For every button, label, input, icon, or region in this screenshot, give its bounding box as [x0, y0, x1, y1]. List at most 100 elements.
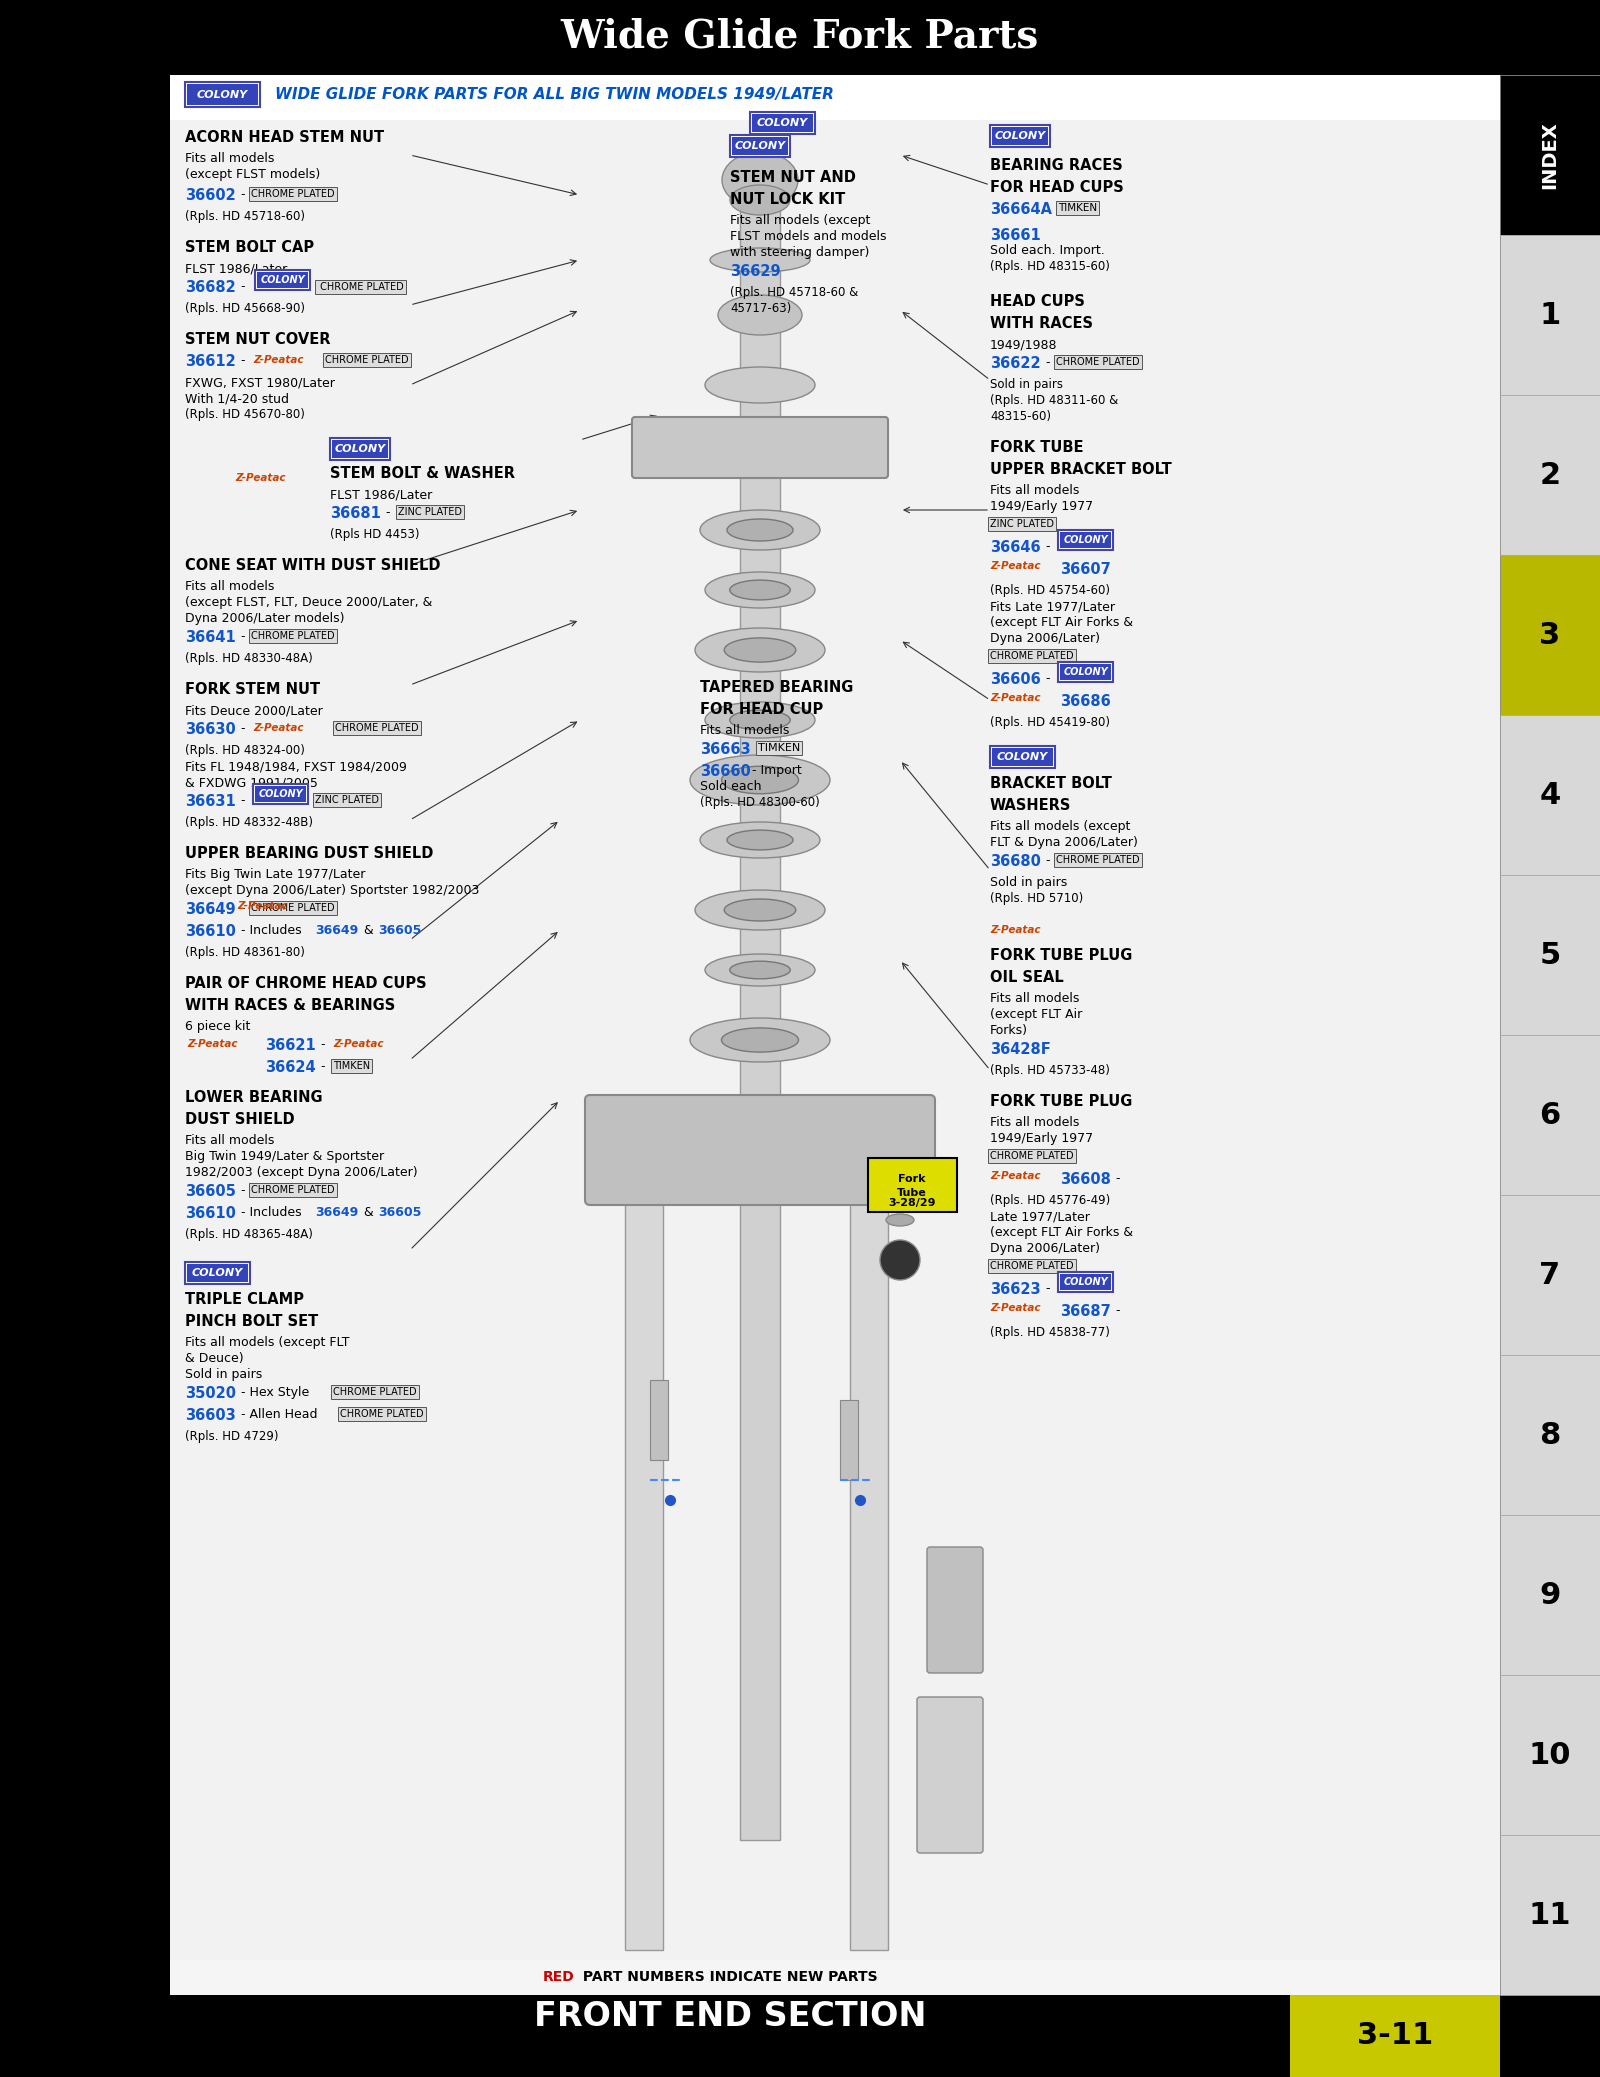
Text: 1982/2003 (except Dyna 2006/Later): 1982/2003 (except Dyna 2006/Later) [186, 1165, 418, 1180]
Text: (except FLT Air Forks &: (except FLT Air Forks & [990, 617, 1133, 629]
Text: (except FLST models): (except FLST models) [186, 168, 320, 181]
Ellipse shape [706, 571, 814, 609]
Text: 36605: 36605 [378, 924, 421, 937]
Text: -: - [1112, 1171, 1125, 1186]
FancyBboxPatch shape [750, 112, 814, 135]
Text: 36606: 36606 [990, 673, 1040, 687]
Text: -: - [1042, 540, 1054, 552]
FancyBboxPatch shape [1058, 530, 1114, 550]
Text: RED: RED [544, 1969, 574, 1984]
Text: Late 1977/Later: Late 1977/Later [990, 1211, 1090, 1223]
Text: 36630: 36630 [186, 723, 235, 737]
Text: Sold each: Sold each [701, 781, 762, 793]
FancyBboxPatch shape [333, 440, 387, 459]
Text: (except FLST, FLT, Deuce 2000/Later, &: (except FLST, FLT, Deuce 2000/Later, & [186, 596, 432, 609]
Text: (Rpls. HD 48330-48A): (Rpls. HD 48330-48A) [186, 652, 312, 665]
Text: CHROME PLATED: CHROME PLATED [990, 1151, 1074, 1161]
Text: 9: 9 [1539, 1581, 1560, 1610]
Text: 36607: 36607 [1059, 563, 1110, 577]
Text: UPPER BRACKET BOLT: UPPER BRACKET BOLT [990, 461, 1171, 478]
Ellipse shape [882, 1153, 918, 1188]
Text: ZINC PLATED: ZINC PLATED [990, 519, 1054, 530]
Text: 11: 11 [1528, 1900, 1571, 1930]
Ellipse shape [886, 1213, 914, 1225]
Text: 2: 2 [1539, 461, 1560, 490]
Text: FOR HEAD CUPS: FOR HEAD CUPS [990, 181, 1123, 195]
Text: TRIPLE CLAMP: TRIPLE CLAMP [186, 1292, 304, 1306]
Text: PART NUMBERS INDICATE NEW PARTS: PART NUMBERS INDICATE NEW PARTS [578, 1969, 878, 1984]
Text: (Rpls. HD 45718-60 &: (Rpls. HD 45718-60 & [730, 287, 858, 299]
Text: (Rpls. HD 45670-80): (Rpls. HD 45670-80) [186, 407, 306, 422]
Text: 8: 8 [1539, 1421, 1560, 1450]
Text: COLONY: COLONY [997, 752, 1048, 762]
Text: 36660: 36660 [701, 764, 750, 779]
Text: (Rpls. HD 48324-00): (Rpls. HD 48324-00) [186, 744, 306, 756]
Ellipse shape [701, 511, 819, 550]
Text: 10: 10 [1528, 1741, 1571, 1770]
FancyBboxPatch shape [990, 746, 1054, 768]
Text: 36680: 36680 [990, 854, 1042, 868]
Text: 36605: 36605 [378, 1207, 421, 1219]
Text: 6: 6 [1539, 1101, 1560, 1130]
Text: CHROME PLATED: CHROME PLATED [990, 1261, 1074, 1271]
Bar [1501, 75, 1600, 235]
Text: 36649: 36649 [186, 901, 235, 918]
Text: COLONY: COLONY [197, 89, 248, 100]
Ellipse shape [725, 899, 795, 920]
Text: Fits all models (except: Fits all models (except [730, 214, 870, 226]
Text: Z-Peatac: Z-Peatac [990, 561, 1040, 571]
Text: 36610: 36610 [186, 924, 235, 939]
Text: Sold in pairs: Sold in pairs [990, 378, 1062, 390]
Text: - Includes: - Includes [237, 1207, 306, 1219]
Text: CHROME PLATED: CHROME PLATED [1056, 856, 1139, 864]
FancyBboxPatch shape [1059, 1273, 1110, 1290]
Text: (Rpls. HD 48365-48A): (Rpls. HD 48365-48A) [186, 1228, 314, 1240]
Text: Wide Glide Fork Parts: Wide Glide Fork Parts [562, 19, 1038, 56]
Text: With 1/4-20 stud: With 1/4-20 stud [186, 393, 290, 405]
Text: CHROME PLATED: CHROME PLATED [251, 189, 334, 199]
Text: FORK STEM NUT: FORK STEM NUT [186, 681, 320, 698]
Text: 36622: 36622 [990, 355, 1040, 372]
Text: 36605: 36605 [186, 1184, 235, 1198]
Text: CHROME PLATED: CHROME PLATED [334, 723, 419, 733]
FancyBboxPatch shape [632, 417, 888, 478]
FancyBboxPatch shape [840, 1400, 858, 1481]
Text: Sold in pairs: Sold in pairs [186, 1369, 262, 1381]
Text: Z-Peatac: Z-Peatac [990, 1171, 1040, 1182]
Text: OIL SEAL: OIL SEAL [990, 970, 1064, 984]
Text: BRACKET BOLT: BRACKET BOLT [990, 777, 1112, 791]
FancyBboxPatch shape [330, 438, 390, 459]
Text: -: - [1042, 854, 1054, 866]
Ellipse shape [710, 247, 810, 272]
Text: -: - [317, 1038, 330, 1051]
Text: Fits all models (except FLT: Fits all models (except FLT [186, 1336, 349, 1348]
Text: Fits all models: Fits all models [186, 579, 274, 594]
Text: -: - [1042, 355, 1054, 370]
Text: COLONY: COLONY [1062, 536, 1107, 544]
Bar [170, 1996, 1501, 2077]
Text: Fits Deuce 2000/Later: Fits Deuce 2000/Later [186, 704, 323, 717]
Text: with steering damper): with steering damper) [730, 245, 869, 260]
FancyBboxPatch shape [253, 783, 307, 804]
FancyBboxPatch shape [1058, 1271, 1114, 1292]
Text: CHROME PLATED: CHROME PLATED [251, 903, 334, 914]
Text: BEARING RACES: BEARING RACES [990, 158, 1123, 172]
Text: -: - [237, 901, 250, 916]
Text: 1949/1988: 1949/1988 [990, 339, 1058, 351]
Text: (Rpls HD 4453): (Rpls HD 4453) [330, 528, 419, 540]
Text: 36623: 36623 [990, 1282, 1040, 1296]
Text: WITH RACES: WITH RACES [990, 316, 1093, 330]
Ellipse shape [706, 368, 814, 403]
FancyBboxPatch shape [254, 270, 310, 291]
Text: Dyna 2006/Later): Dyna 2006/Later) [990, 631, 1101, 646]
Text: 1: 1 [1539, 301, 1560, 330]
Text: - Import: - Import [752, 764, 802, 777]
Text: STEM BOLT & WASHER: STEM BOLT & WASHER [330, 465, 515, 482]
Text: CHROME PLATED: CHROME PLATED [251, 1186, 334, 1194]
Ellipse shape [694, 627, 826, 673]
Text: Fits FL 1948/1984, FXST 1984/2009: Fits FL 1948/1984, FXST 1984/2009 [186, 760, 406, 773]
Text: 1949/Early 1977: 1949/Early 1977 [990, 501, 1093, 513]
Text: -: - [382, 507, 395, 519]
FancyBboxPatch shape [926, 1547, 982, 1672]
Text: WASHERS: WASHERS [990, 798, 1072, 812]
